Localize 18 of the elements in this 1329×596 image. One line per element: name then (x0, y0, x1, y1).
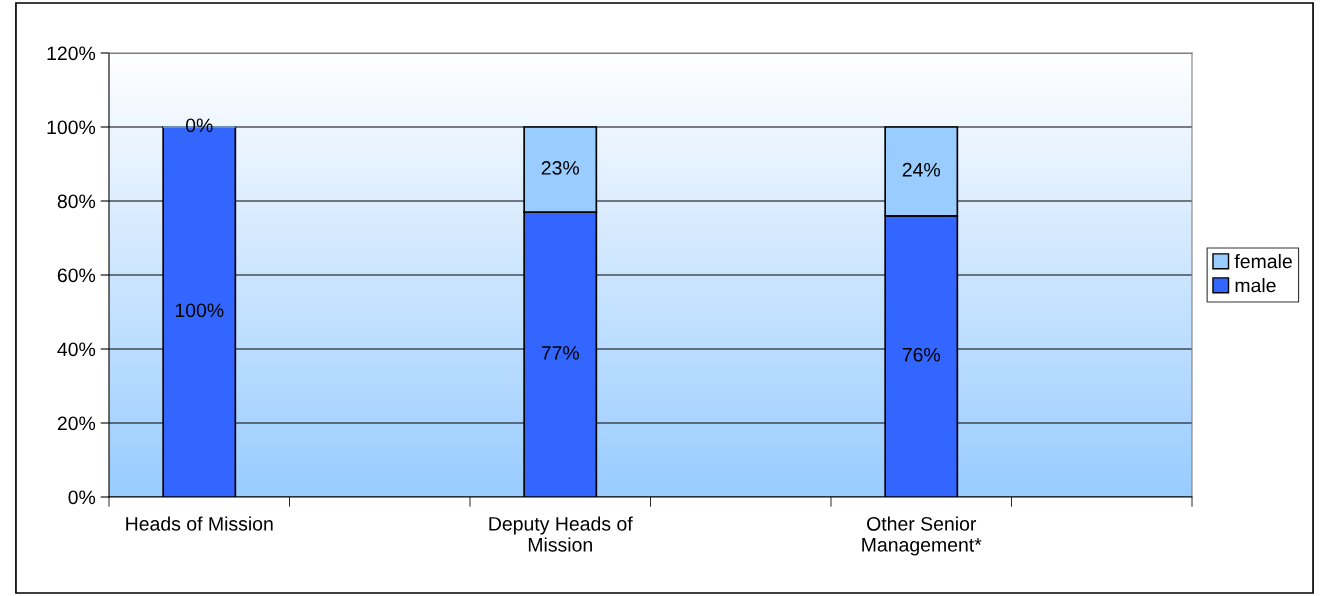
y-tick-label: 0% (68, 490, 96, 505)
data-label: 77% (541, 346, 580, 360)
data-label: 100% (175, 303, 224, 318)
y-tick-label: 40% (57, 342, 96, 357)
y-tick-label: 120% (47, 46, 96, 61)
data-label: 23% (541, 161, 580, 175)
x-tick-label: Heads of Mission (126, 516, 273, 531)
y-tick-label: 80% (57, 194, 96, 209)
y-tick-label: 60% (57, 268, 96, 283)
y-tick-label: 20% (57, 416, 96, 431)
data-label: 24% (902, 162, 941, 177)
x-tick-label: Other Senior Management* (862, 516, 982, 556)
y-tick-label: 100% (47, 120, 96, 135)
x-tick-label: Deputy Heads of Mission (489, 516, 633, 552)
legend-label: female (1234, 253, 1292, 269)
data-label: 76% (902, 347, 941, 362)
legend-label: male (1235, 278, 1276, 293)
data-label: 0% (185, 118, 213, 133)
